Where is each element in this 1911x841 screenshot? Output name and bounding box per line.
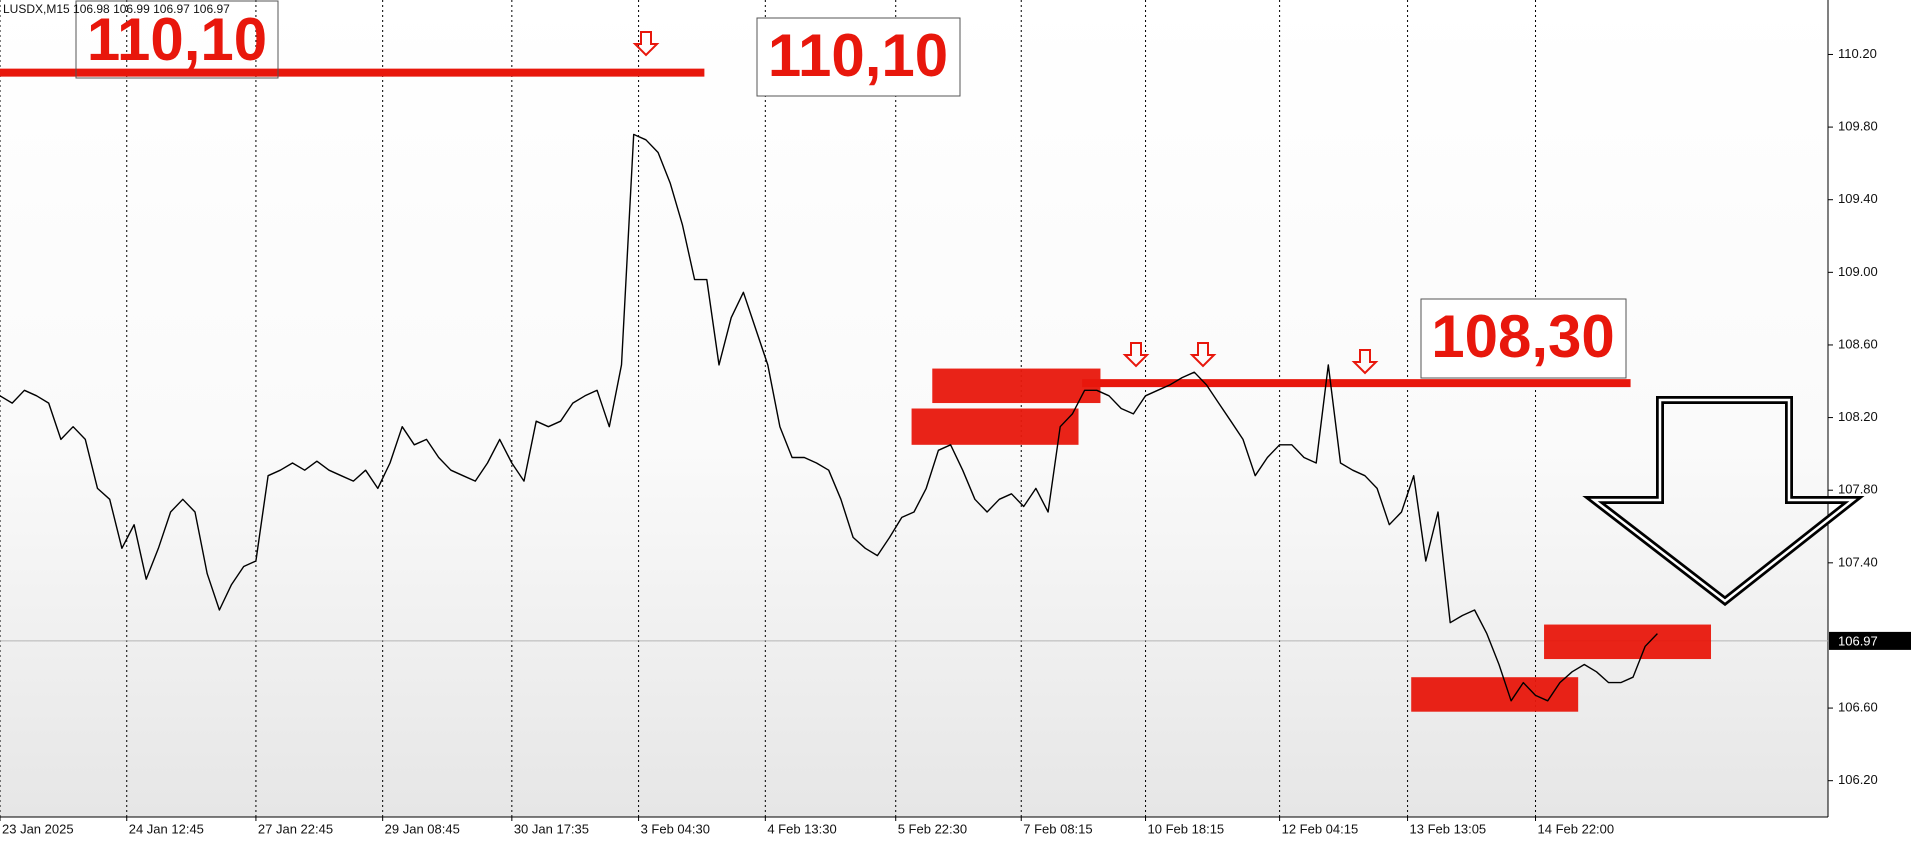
- price-line: [0, 133, 1658, 702]
- zone: [1544, 624, 1712, 660]
- x-tick-label: 29 Jan 08:45: [385, 821, 460, 836]
- down-arrow: [1351, 349, 1379, 375]
- down-arrow: [632, 31, 660, 57]
- y-tick-label: 108.20: [1838, 409, 1878, 424]
- marks-layer: [0, 68, 1712, 712]
- y-tick-label: 109.00: [1838, 264, 1878, 279]
- current-price-box: [1829, 631, 1911, 650]
- zone: [932, 368, 1101, 404]
- x-tick-label: 24 Jan 12:45: [129, 821, 204, 836]
- x-tick-label: 23 Jan 2025: [2, 821, 74, 836]
- annotation: 110,10: [768, 22, 948, 89]
- chart-title: LUSDX,M15 106.98 106.99 106.97 106.97: [3, 2, 230, 16]
- down-arrow: [1122, 342, 1150, 368]
- y-tick-label: 109.40: [1838, 191, 1878, 206]
- y-tick-label: 108.60: [1838, 336, 1878, 351]
- annotation: 110,10: [87, 6, 267, 73]
- x-tick-label: 13 Feb 13:05: [1410, 821, 1487, 836]
- big-down-arrow: [1582, 396, 1865, 607]
- x-tick-label: 12 Feb 04:15: [1282, 821, 1359, 836]
- y-tick-label: 106.20: [1838, 772, 1878, 787]
- down-arrow: [1189, 342, 1217, 368]
- y-tick-label: 110.20: [1838, 46, 1877, 61]
- zone: [1411, 677, 1579, 712]
- annotation-box: [1420, 298, 1627, 379]
- y-tick-label: 107.40: [1838, 554, 1878, 569]
- annotation-box: [75, 0, 279, 79]
- x-tick-label: 14 Feb 22:00: [1538, 821, 1615, 836]
- annotation-box: [756, 17, 961, 97]
- x-tick-label: 7 Feb 08:15: [1023, 821, 1092, 836]
- arrow-inner: [1590, 398, 1857, 603]
- signal-arrows: [632, 31, 1379, 375]
- y-tick-label: 106.60: [1838, 700, 1878, 715]
- y-tick-label: 109.80: [1838, 119, 1878, 134]
- x-tick-label: 4 Feb 13:30: [767, 821, 836, 836]
- x-tick-label: 3 Feb 04:30: [641, 821, 710, 836]
- annotation: 108,30: [1431, 303, 1615, 370]
- x-tick-label: 30 Jan 17:35: [514, 821, 589, 836]
- y-tick-label: 107.80: [1838, 482, 1878, 497]
- current-price-label: 106.97: [1838, 633, 1878, 648]
- x-tick-label: 5 Feb 22:30: [898, 821, 967, 836]
- zone: [911, 408, 1079, 445]
- x-tick-label: 10 Feb 18:15: [1148, 821, 1225, 836]
- x-tick-label: 27 Jan 22:45: [258, 821, 333, 836]
